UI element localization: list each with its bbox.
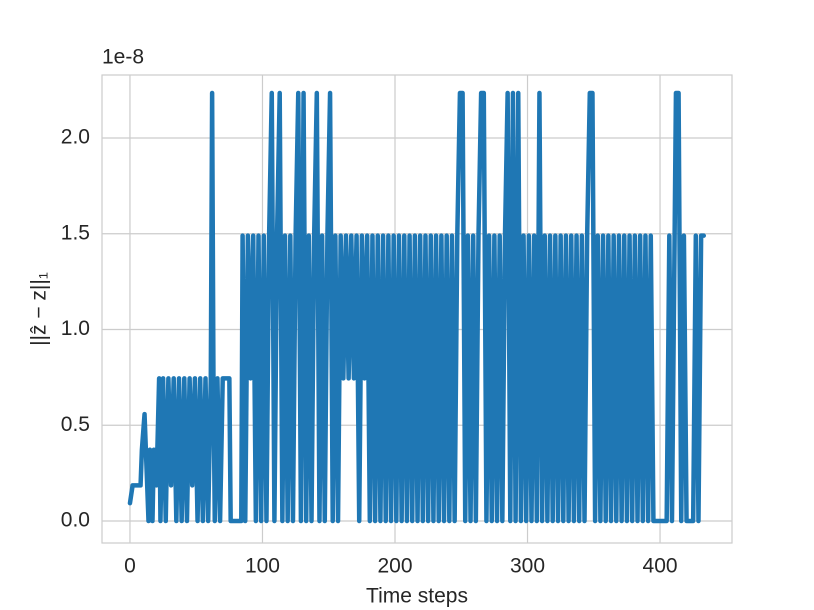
y-axis-label: ||ẑ − z||₁ xyxy=(28,272,51,346)
x-tick-label: 400 xyxy=(643,555,678,578)
x-tick-label: 0 xyxy=(124,555,136,578)
offset-text: 1e-8 xyxy=(102,46,144,69)
y-tick-label: 2.0 xyxy=(61,126,90,149)
y-tick-label: 1.5 xyxy=(61,221,90,244)
data-line xyxy=(127,90,707,524)
x-axis-label: Time steps xyxy=(366,585,468,608)
x-tick-label: 300 xyxy=(510,555,545,578)
x-tick-label: 100 xyxy=(245,555,280,578)
y-tick-label: 0.0 xyxy=(61,509,90,532)
y-tick-label: 0.5 xyxy=(61,413,90,436)
y-tick-label: 1.0 xyxy=(61,317,90,340)
x-tick-label: 200 xyxy=(377,555,412,578)
